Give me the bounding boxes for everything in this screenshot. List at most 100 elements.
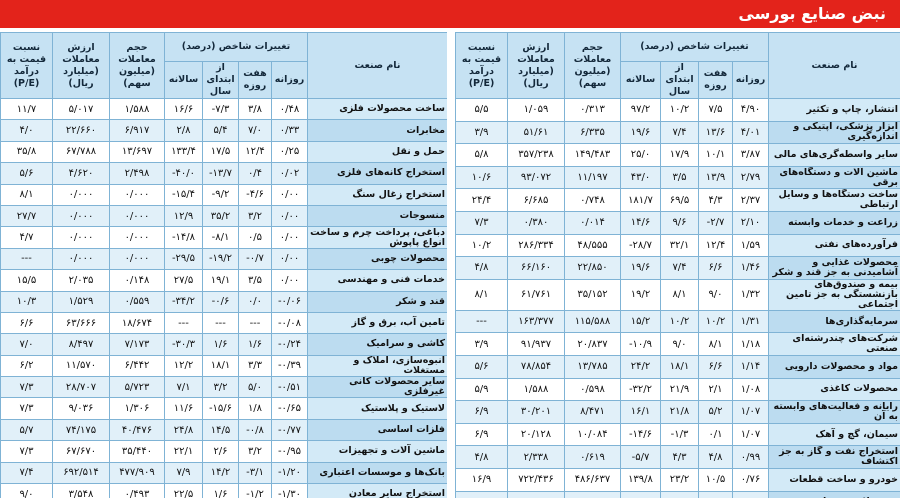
industry-name: ساخت دستگاه‌ها و وسایل ارتباطی [768, 188, 900, 212]
cell-value: -۱۹/۲ [202, 247, 239, 271]
cell-value: ۴/۳ [698, 188, 733, 212]
industry-name: استخراج سایر معادن [307, 483, 447, 498]
industry-table: نام صنعت تغییرات شاخص (درصد) حجم معاملات (… [455, 32, 900, 498]
header-cell: روزانه [271, 61, 308, 99]
cell-value: ۷/۹ [164, 461, 203, 485]
cell-value: ۱۱/۶ [164, 397, 203, 420]
cell-value: ۷/۳ [455, 210, 508, 235]
cell-value: ۱۹/۱ [202, 269, 239, 292]
cell-value: -۱۴/۶ [620, 422, 661, 447]
cell-value: -۰/۰۸ [271, 311, 308, 335]
cell-value: ۱/۶ [238, 333, 272, 356]
cell-value: ۳۵/۴۴۰ [109, 440, 165, 463]
cell-value: --- [202, 311, 239, 335]
cell-value: ۱۳/۶ [660, 490, 699, 498]
header-cell: هفت روزه [698, 61, 733, 99]
cell-value: ۰/۰۰۰ [109, 183, 165, 206]
table-row: کاشی و سرامیک -۰/۲۴ ۱/۶ ۱/۶ -۳۰/۳ ۷/۱۷۳ ۸/۴۹۷ ۷… [0, 333, 447, 356]
table-header: نام صنعت تغییرات شاخص (درصد) حجم معاملات (… [0, 32, 447, 99]
cell-value: ۵/۲ [698, 400, 733, 424]
cell-value: ۶۳/۶۶۶ [52, 311, 110, 335]
cell-value: ۱۳/۶ [698, 120, 733, 145]
cell-value: ۱/۰۷ [732, 422, 769, 447]
table-row: سرمایه‌گذاری‌ها ۱/۳۱ ۱۰/۲ ۱۰/۲ ۱۵/۲ ۱۱۵/۵۸۸ ۱۶… [455, 309, 900, 334]
industry-name: شرکت‌های چندرشته‌ای صنعتی [768, 332, 900, 356]
cell-value: ۰/۷۴۸ [564, 188, 621, 212]
cell-value: ۱۰/۱ [698, 143, 733, 167]
cell-value: ۴/۰ [0, 119, 53, 142]
cell-value: ۰/۵ [238, 226, 272, 249]
cell-value: ۳۵/۸ [0, 140, 53, 164]
industry-name: محصولات غذایی و آشامیدنی به جز قند و شکر [768, 256, 900, 280]
cell-value: ۲۰۳/۹۲۰ [507, 490, 565, 498]
industry-name: دباغی، پرداخت چرم و ساخت انواع پاپوش [307, 226, 447, 249]
cell-value: ۱/۳۱ [732, 309, 769, 334]
cell-value: ۱۶/۹ [455, 467, 508, 492]
cell-value: ۳۰/۲۰۱ [507, 400, 565, 424]
cell-value: ۰/۰۰۰ [109, 247, 165, 271]
cell-value: ۲/۴۹۸ [109, 162, 165, 185]
cell-value: ۲۷/۷ [0, 204, 53, 228]
cell-value: ۱/۵۸۸ [507, 377, 565, 402]
table-row: ماشین آلات و دستگاه‌های برقی ۲/۷۹ ۱۳/۹ ۳/۵ ۴… [455, 165, 900, 190]
industry-name: حمل و نقل [307, 140, 447, 164]
table-row: ابزار پزشکی، اپتیکی و اندازه‌گیری ۴/۰۱ ۱۳/… [455, 120, 900, 145]
cell-value: ۴/۰۱ [732, 120, 769, 145]
cell-value: ۱۰/۲ [660, 98, 699, 122]
cell-value: ۰/۰۰۰ [109, 226, 165, 249]
cell-value: ۶۹/۵ [660, 188, 699, 212]
page-title: نبض صنایع بورسی [738, 4, 886, 23]
cell-value: -۳۴/۲ [164, 290, 203, 313]
cell-value: ۰/۰۲ [271, 162, 308, 185]
table-row: دباغی، پرداخت چرم و ساخت انواع پاپوش ۰/۰۰… [0, 226, 447, 249]
table-row: ساخت محصولات فلزی ۰/۴۸ ۳/۸ -۷/۳ ۱۶/۶ ۱/۵۸۸ ۵/۰… [0, 97, 447, 121]
table-row: استخراج کانه‌های فلزی ۰/۰۲ ۰/۴ -۱۳/۷ -۴۰/۰ ۲/… [0, 162, 447, 185]
cell-value: ۸/۱ [455, 278, 508, 311]
cell-value: ۲۸۶/۳۳۴ [507, 233, 565, 258]
cell-value: -۵/۷ [620, 445, 661, 469]
cell-value: ۹/۰ [0, 483, 53, 498]
cell-value: -۰/۷۷ [271, 418, 308, 442]
cell-value: ۱/۳۰۶ [109, 397, 165, 420]
cell-value: ۱۵/۵ [0, 269, 53, 292]
header-row: روزانه هفت روزه از ابتدای سال سالانه [456, 61, 900, 99]
cell-value: ۶/۶ [698, 256, 733, 280]
cell-value: ۲/۳۷ [732, 188, 769, 212]
table-row: رایانه و فعالیت‌های وابسته به آن ۱/۰۷ ۵/۲ ۲… [455, 400, 900, 424]
industry-name: خدمات فنی و مهندسی [307, 269, 447, 292]
cell-value: ۲/۱ [698, 377, 733, 402]
cell-value: ۱۰/۰۸۴ [564, 422, 621, 447]
cell-value: ۳/۵ [660, 165, 699, 190]
table-row: بیمه و صندوق‌های بازنشستگی به جز تامین ا… [455, 278, 900, 311]
cell-value: ۶/۹ [455, 400, 508, 424]
cell-value: ۳/۸۷ [732, 143, 769, 167]
header-cell: هفت روزه [238, 61, 272, 99]
cell-value: ۷/۴ [660, 256, 699, 280]
cell-value: ۴/۸ [698, 445, 733, 469]
industry-name: سرمایه‌گذاری‌ها [768, 309, 900, 334]
cell-value: ۰/۰۰ [271, 204, 308, 228]
cell-value: ۱۸/۶۷۴ [109, 311, 165, 335]
cell-value: ۷/۳ [0, 440, 53, 463]
cell-value: ۶۷/۷۸۸ [52, 140, 110, 164]
industry-name: منسوجات [307, 204, 447, 228]
cell-value: ۳/۲ [202, 376, 239, 399]
cell-value: ۵/۶ [0, 162, 53, 185]
cell-value: ۲۱/۹ [660, 377, 699, 402]
cell-value: ۸/۱ [660, 278, 699, 311]
table-row: حمل و نقل ۰/۲۵ ۱۲/۴ ۱۷/۵ ۱۳۳/۴ ۱۳/۶۹۷ ۶۷/۷۸۸ ۳۵… [0, 140, 447, 164]
cell-value: ۰/۴۹۳ [109, 483, 165, 498]
cell-value: ۲۲/۸۵۰ [564, 256, 621, 280]
cell-value: ۳۲/۱ [660, 233, 699, 258]
cell-value: ۲۵/۰ [620, 143, 661, 167]
table-row: بانک‌ها و موسسات اعتباری -۱/۲۰ -۳/۱ ۱۴/۲ ۷/۹… [0, 461, 447, 485]
cell-value: -۷/۳ [202, 97, 239, 121]
cell-value: ۳/۲ [238, 204, 272, 228]
cell-value: -۴۰/۰ [164, 162, 203, 185]
cell-value: ۱۴/۵ [202, 418, 239, 442]
cell-value: ۷/۴ [660, 120, 699, 145]
cell-value: ۱۲/۹ [164, 204, 203, 228]
cell-value: -۲۹/۵ [164, 247, 203, 271]
industry-name: بانک‌ها و موسسات اعتباری [307, 461, 447, 485]
cell-value: ۶/۲ [0, 354, 53, 378]
